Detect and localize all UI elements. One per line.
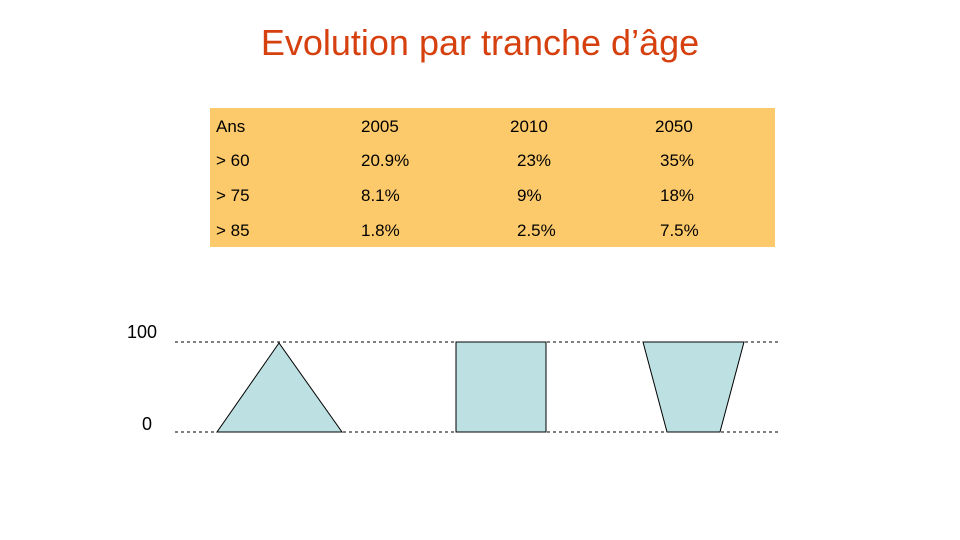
table-cell: 1.8%: [361, 221, 400, 240]
table-cell: 8.1%: [361, 186, 400, 205]
triangle-shape: [216, 342, 343, 433]
age-group-table: Ans 2005 2010 2050 > 60 20.9% 23% 35% > …: [210, 108, 775, 247]
table-header-cell: 2050: [655, 117, 693, 136]
table-cell: 35%: [660, 151, 695, 170]
table-cell: > 85: [216, 221, 250, 240]
slide-title: Evolution par tranche d’âge: [260, 22, 700, 63]
table-header-cell: 2005: [361, 117, 399, 136]
table-cell: 7.5%: [660, 221, 699, 240]
rectangle-shape: [455, 341, 547, 433]
table-header-cell: 2010: [510, 117, 548, 136]
table-cell: 9%: [517, 186, 542, 205]
table-cell: 20.9%: [361, 151, 410, 170]
table-cell: 18%: [660, 186, 695, 205]
table-cell: > 75: [216, 186, 250, 205]
axis-label-100: 100: [127, 322, 158, 342]
table-cell: 2.5%: [517, 221, 556, 240]
table-header-cell: Ans: [216, 117, 246, 136]
table-cell: 23%: [517, 151, 552, 170]
axis-label-0: 0: [142, 414, 153, 434]
table-cell: > 60: [216, 151, 250, 170]
trapezoid-shape: [642, 341, 745, 433]
